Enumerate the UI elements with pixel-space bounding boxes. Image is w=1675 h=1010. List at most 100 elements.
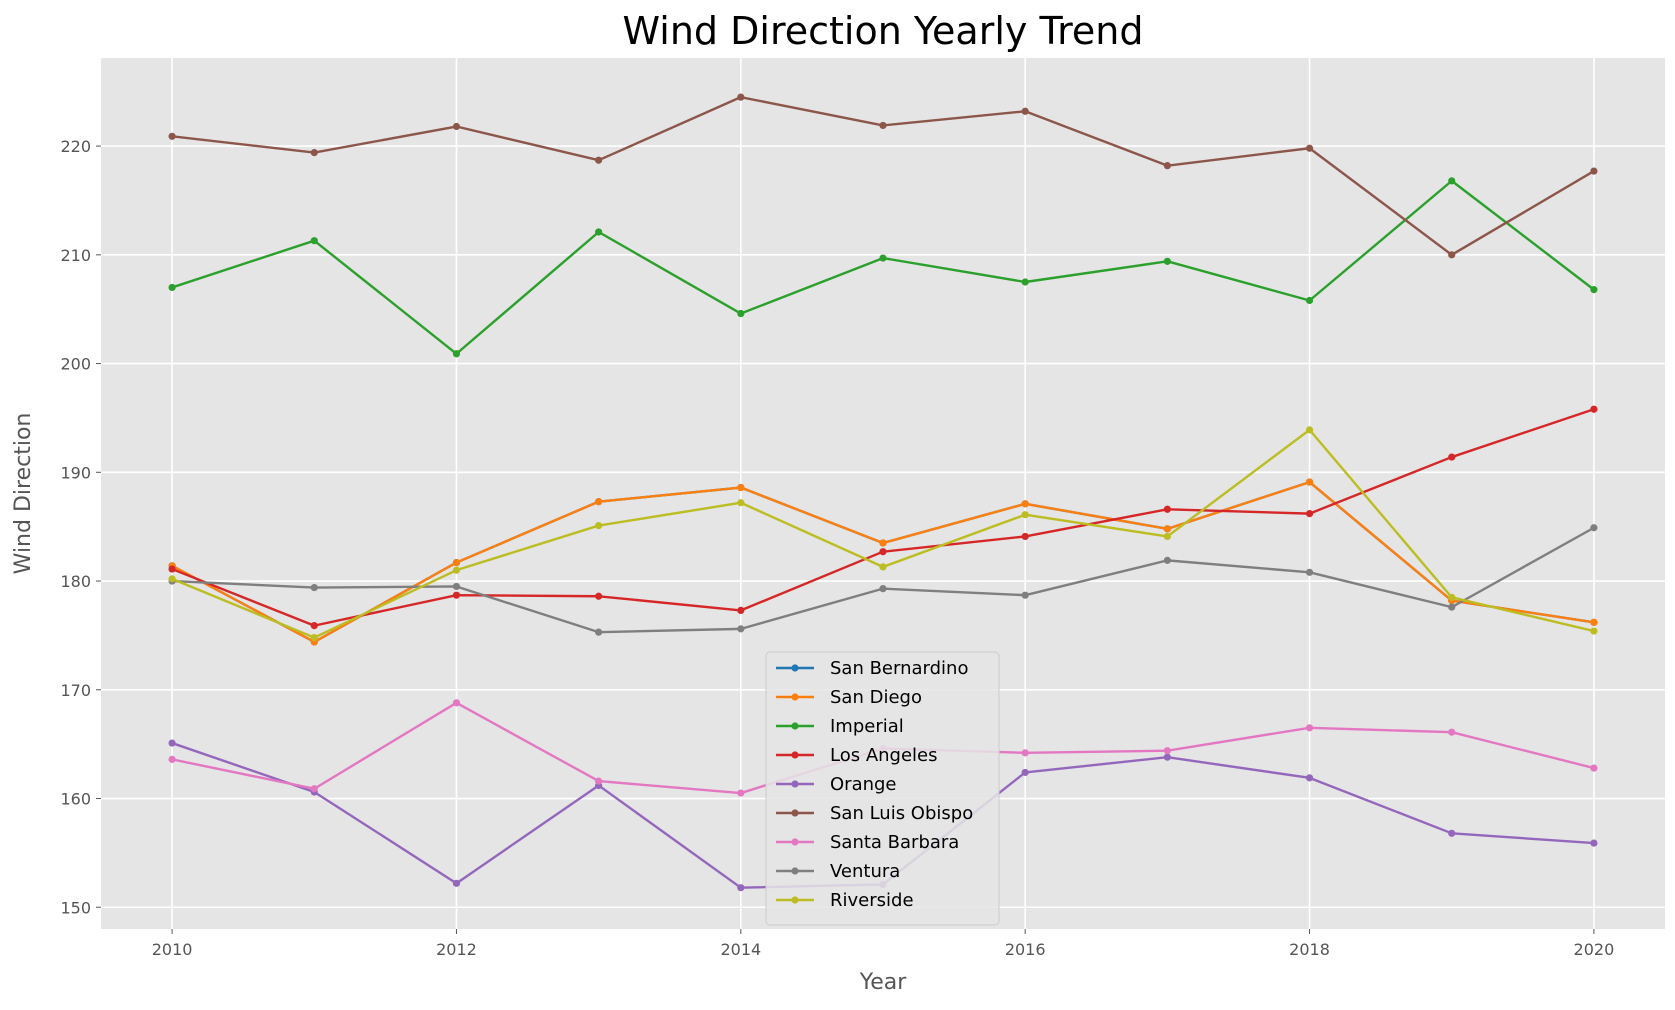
data-point <box>310 583 318 592</box>
data-point <box>452 558 461 567</box>
data-point <box>310 149 318 157</box>
series-san-luis-obispo <box>168 93 1598 259</box>
data-point <box>737 625 745 633</box>
legend-swatch-marker <box>791 693 799 701</box>
legend-label: Ventura <box>830 861 900 882</box>
data-point <box>1305 568 1314 576</box>
data-point <box>310 237 318 245</box>
data-point <box>310 633 318 642</box>
legend-swatch-marker <box>791 780 799 788</box>
data-point <box>1305 774 1314 782</box>
y-tick-label: 150 <box>60 898 91 917</box>
data-point <box>1590 524 1598 532</box>
data-point <box>1021 768 1029 777</box>
legend-item: Riverside <box>776 890 914 911</box>
data-point <box>595 777 603 785</box>
legend-item: San Luis Obispo <box>776 803 973 824</box>
data-point <box>1305 510 1314 518</box>
data-point <box>879 539 887 547</box>
series-ventura <box>168 524 1598 636</box>
series-lines <box>168 93 1598 892</box>
data-point <box>1448 829 1456 837</box>
data-point <box>595 228 603 236</box>
data-point <box>1305 478 1314 486</box>
legend-label: San Diego <box>830 687 922 708</box>
data-point <box>1590 286 1598 294</box>
data-point <box>595 592 603 600</box>
data-point <box>168 755 176 763</box>
x-tick-label: 2014 <box>720 940 761 959</box>
data-point <box>1590 627 1598 635</box>
data-point <box>452 566 461 574</box>
legend-label: Santa Barbara <box>830 832 959 853</box>
legend-swatch-marker <box>791 664 799 672</box>
y-tick-label: 220 <box>60 137 91 156</box>
data-point <box>1021 532 1029 541</box>
y-tick-label: 180 <box>60 572 91 591</box>
legend: San Bernardino San Diego Imperial Los Angel… <box>765 651 1000 926</box>
legend-label: Orange <box>830 774 897 795</box>
data-point <box>1590 764 1598 772</box>
data-point <box>1448 603 1456 611</box>
x-tick-label: 2018 <box>1289 940 1330 959</box>
legend-label: San Luis Obispo <box>830 803 973 824</box>
data-point <box>1163 556 1171 564</box>
data-point <box>1305 144 1314 152</box>
data-point <box>595 156 603 164</box>
y-tick-label: 200 <box>60 355 91 374</box>
x-tick-label: 2020 <box>1574 940 1615 959</box>
legend-label: San Bernardino <box>830 658 968 679</box>
data-point <box>1448 177 1456 185</box>
legend-swatch-marker <box>791 867 799 875</box>
data-point <box>879 563 887 571</box>
legend-item: Santa Barbara <box>776 832 959 853</box>
data-point <box>1163 532 1171 541</box>
y-tick-label: 190 <box>60 463 91 482</box>
legend-item: San Bernardino <box>776 658 968 679</box>
data-point <box>452 582 461 591</box>
data-point <box>1448 593 1456 601</box>
data-point <box>1021 278 1029 286</box>
legend-swatch-marker <box>791 896 799 904</box>
data-point <box>1021 107 1029 115</box>
data-point <box>1021 591 1029 599</box>
legend-swatch-marker <box>791 751 799 759</box>
legend-label: Imperial <box>830 716 904 737</box>
series-los-angeles <box>168 405 1598 630</box>
series-riverside <box>168 426 1598 642</box>
data-point <box>168 575 176 583</box>
series-imperial <box>168 177 1598 358</box>
data-point <box>452 350 461 358</box>
data-point <box>1590 405 1598 413</box>
chart-title: Wind Direction Yearly Trend <box>623 9 1144 53</box>
data-point <box>1590 839 1598 847</box>
legend-swatch-marker <box>791 722 799 730</box>
x-tick-label: 2016 <box>1005 940 1046 959</box>
data-point <box>1305 724 1314 732</box>
data-point <box>737 884 745 892</box>
data-point <box>168 283 176 292</box>
data-point <box>595 628 603 636</box>
x-tick-label: 2012 <box>436 940 477 959</box>
data-point <box>737 499 745 507</box>
data-point <box>737 483 745 492</box>
legend-label: Riverside <box>830 890 914 911</box>
x-axis-title: Year <box>859 970 908 995</box>
data-point <box>1163 753 1171 761</box>
data-point <box>452 699 461 707</box>
data-point <box>452 591 461 599</box>
legend-item: Imperial <box>776 716 904 737</box>
data-point <box>595 498 603 506</box>
y-tick-label: 210 <box>60 246 91 265</box>
data-point <box>737 606 745 614</box>
data-point <box>1305 296 1314 305</box>
legend-swatch-marker <box>791 809 799 817</box>
data-point <box>1163 257 1171 265</box>
y-axis-title: Wind Direction <box>11 413 36 575</box>
data-point <box>1163 747 1171 755</box>
data-point <box>1305 426 1314 434</box>
legend-box <box>765 651 1000 926</box>
data-point <box>737 93 745 101</box>
data-point <box>737 309 745 318</box>
